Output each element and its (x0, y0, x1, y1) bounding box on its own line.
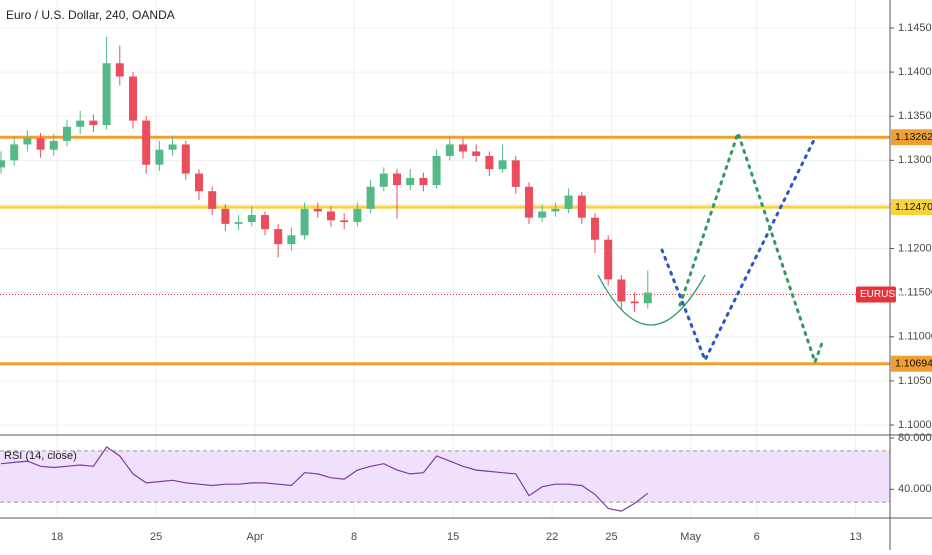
candle-body (102, 63, 111, 126)
level-tag (891, 355, 932, 372)
x-tick-label: 18 (51, 531, 63, 543)
candle-body (247, 215, 256, 223)
x-tick-label: 13 (850, 531, 862, 543)
candle-body (564, 195, 573, 209)
candle-body (445, 144, 454, 156)
candle-body (498, 160, 507, 170)
candle-body (379, 173, 388, 187)
x-tick-label: 8 (351, 531, 357, 543)
candle-body (115, 63, 124, 77)
last-price-label: EURUSD (860, 289, 902, 300)
candle-body (392, 173, 401, 186)
candle-body (194, 173, 203, 192)
y-tick-label: 1.10500 (898, 375, 932, 387)
chart-title: Euro / U.S. Dollar, 240, OANDA (6, 8, 175, 22)
level-tag (891, 129, 932, 146)
candle-body (524, 186, 533, 218)
x-tick-label: 22 (546, 531, 558, 543)
candle-body (511, 160, 520, 187)
candle-body (432, 155, 441, 186)
y-tick-label: 1.11000 (898, 331, 932, 343)
rsi-tick-label: 80.0000 (898, 432, 932, 444)
y-tick-label: 1.10000 (898, 419, 932, 431)
candle-body (538, 211, 547, 218)
last-price-tag (856, 286, 896, 303)
grid (0, 0, 890, 518)
y-tick-label: 1.14000 (898, 66, 932, 78)
candle-body (234, 222, 243, 224)
candle-body (128, 76, 137, 121)
candle-body (23, 138, 32, 145)
candle-body (326, 211, 335, 221)
candle-body (577, 195, 586, 218)
level-tag (891, 199, 932, 216)
rsi-line (0, 446, 649, 512)
candle-body (353, 208, 362, 223)
projection-green (678, 128, 824, 367)
candle-body (366, 186, 375, 209)
candle-body (313, 208, 322, 212)
y-tick-label: 1.11500 (898, 287, 932, 299)
candle-body (630, 301, 639, 304)
candle-body (0, 160, 5, 168)
candle-body (590, 217, 599, 240)
candle-body (181, 144, 190, 174)
candle-body (287, 235, 296, 245)
rsi-title: RSI (14, close) (4, 450, 77, 462)
candle-body (472, 151, 481, 156)
candle-body (49, 140, 58, 150)
candle-body (89, 120, 98, 126)
x-tick-label: 25 (605, 531, 617, 543)
candle-body (617, 279, 626, 302)
candle-body (458, 144, 467, 152)
candle-body (485, 155, 494, 170)
candle-body (10, 144, 19, 161)
x-tick-label: May (680, 531, 701, 543)
candle-body (604, 239, 613, 280)
candle-body (300, 208, 309, 236)
title-bg (2, 8, 184, 24)
candle-body (142, 120, 151, 165)
candle-body (168, 144, 177, 150)
x-tick-label: 15 (447, 531, 459, 543)
y-tick-label: 1.12000 (898, 242, 932, 254)
projection-blue (660, 136, 817, 364)
level-label: 1.10694 (895, 358, 932, 370)
plot (0, 36, 890, 512)
curve-drawing (597, 274, 706, 326)
y-tick-label: 1.13000 (898, 154, 932, 166)
candle-body (62, 126, 71, 141)
level-label: 1.13262 (895, 131, 932, 143)
y-tick-label: 1.13500 (898, 110, 932, 122)
candle-body (221, 208, 230, 224)
candle-body (36, 138, 45, 150)
candle-body (419, 177, 428, 186)
x-tick-label: 6 (754, 531, 760, 543)
candle-body (155, 149, 164, 165)
candle-body (260, 215, 269, 230)
candle-body (76, 120, 85, 127)
rsi-tick-label: 40.0000 (898, 483, 932, 495)
level-label: 1.12470 (895, 201, 932, 213)
candle-body (274, 229, 283, 245)
candle-body (406, 177, 415, 186)
candle-body (643, 292, 652, 304)
axes: 18 25 Apr 8 15 22 25 May 6 13 1.10000 1.10500 1.1100… (51, 22, 932, 543)
candle-body (551, 208, 560, 212)
rsi-band (0, 450, 890, 503)
candle-body (340, 220, 349, 223)
y-tick-label: 1.14500 (898, 22, 932, 34)
candle-body (208, 191, 217, 209)
x-tick-label: Apr (247, 531, 264, 543)
x-tick-label: 25 (150, 531, 162, 543)
